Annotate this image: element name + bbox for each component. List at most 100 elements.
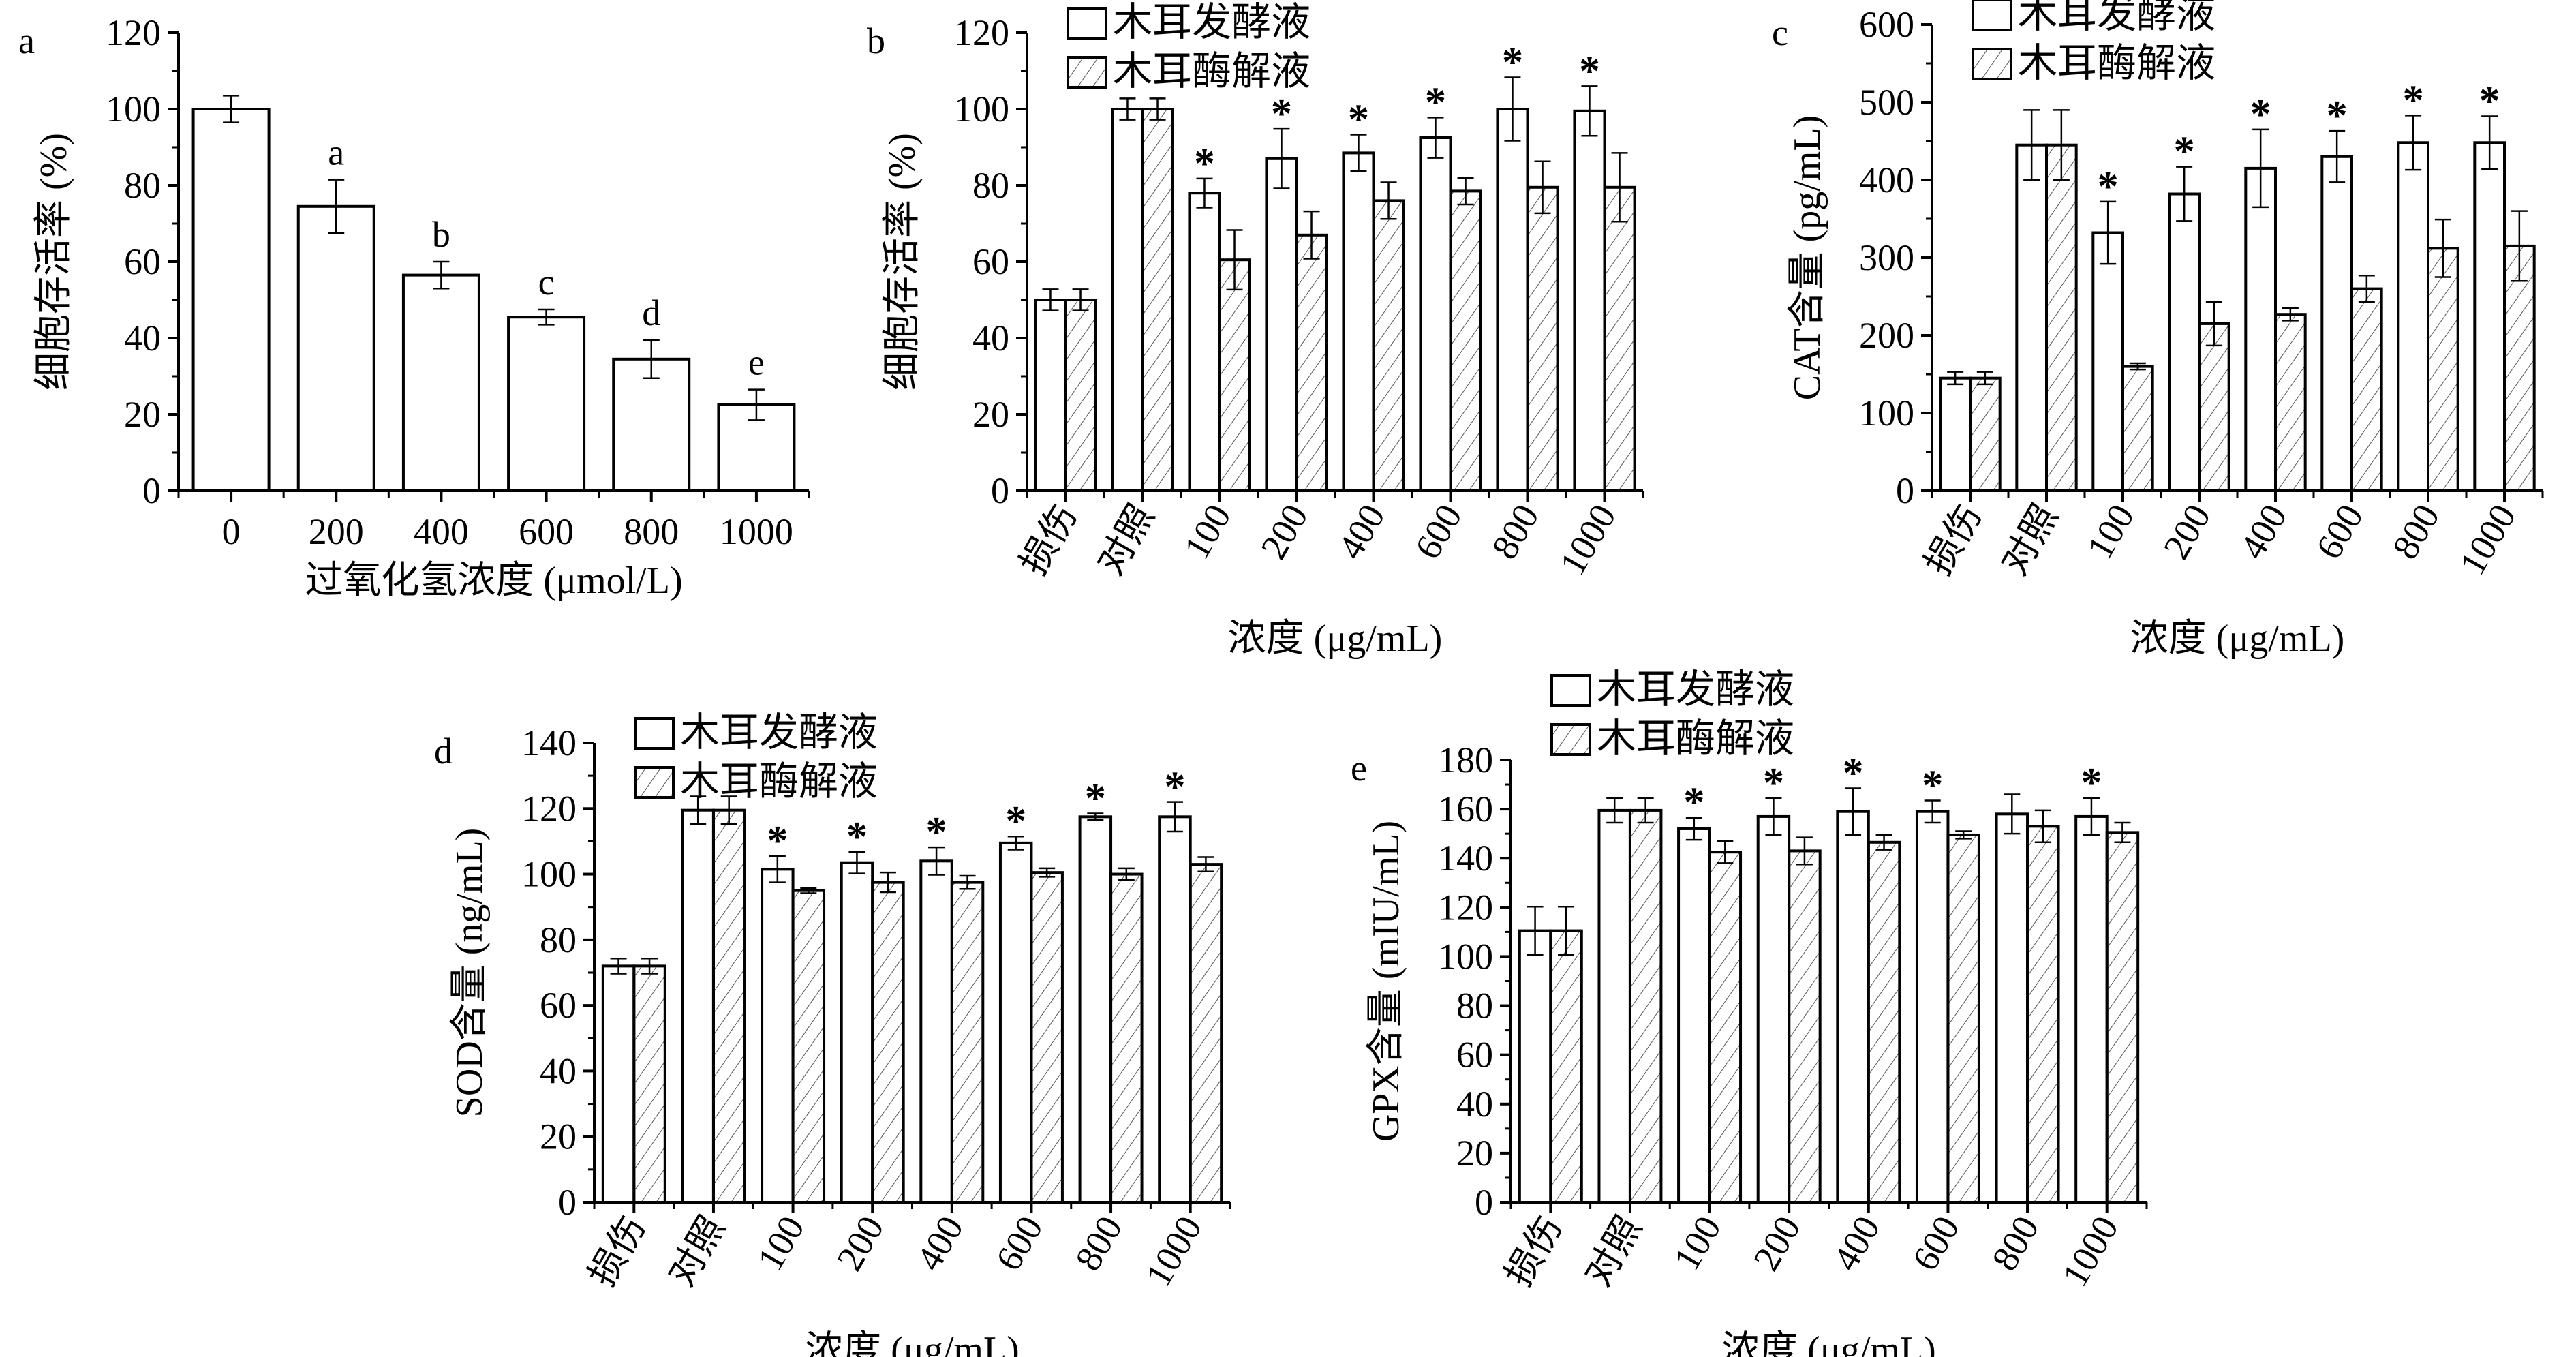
x-tick-label: 800 [624, 511, 679, 552]
bar-c-s0-1 [2015, 143, 2049, 492]
bar-c-s0-5 [2320, 155, 2354, 493]
significance-annotation: * [2098, 164, 2119, 210]
legend-label: 木耳发酵液 [680, 710, 878, 754]
legend-item: 木耳酶解液 [1067, 49, 1310, 93]
bar-b-s1-4 [1372, 199, 1405, 492]
legend-swatch [1067, 7, 1107, 40]
bar-c-s1-5 [2350, 287, 2383, 492]
y-tick-label: 0 [558, 1182, 577, 1223]
significance-annotation: * [2081, 760, 2102, 806]
significance-annotation: * [926, 809, 947, 855]
y-tick-label: 120 [1438, 887, 1493, 928]
bar-b-s1-0 [1064, 299, 1097, 492]
y-tick-label: 60 [1456, 1035, 1493, 1076]
x-tick-label: 1000 [2054, 1209, 2126, 1294]
bar-d-s1-5 [1030, 871, 1064, 1204]
bar-c-s0-7 [2473, 141, 2506, 492]
y-tick-label: 20 [972, 394, 1009, 435]
legend-label: 木耳酶解液 [1113, 49, 1310, 93]
x-tick-label: 800 [1484, 498, 1546, 566]
bar-d-s0-2 [761, 868, 795, 1204]
x-tick-label: 200 [309, 511, 364, 552]
legend-swatch [1550, 674, 1591, 707]
y-tick-label: 200 [1859, 315, 1914, 356]
y-tick-label: 140 [521, 722, 577, 763]
significance-annotation: * [2174, 129, 2195, 175]
y-axis-label: 细胞存活率 (%) [881, 133, 923, 391]
bar-d-s1-1 [711, 808, 746, 1204]
x-tick-label: 损伤 [581, 1209, 654, 1294]
significance-annotation: * [1164, 764, 1185, 810]
legend-label: 木耳酶解液 [1597, 716, 1794, 761]
y-tick-label: 160 [1438, 789, 1493, 829]
y-tick-label: 40 [972, 318, 1009, 359]
bar-e-s0-2 [1677, 827, 1711, 1204]
significance-annotation: * [2250, 91, 2271, 138]
significance-annotation: * [2327, 93, 2348, 139]
bar-b-s1-7 [1603, 185, 1636, 492]
significance-annotation: * [2403, 77, 2424, 123]
panel-e: e 0 20 40 60 80 100 120 140 160 180 * * * * * 损伤 对照 100 200… [1351, 667, 2148, 1357]
x-tick-label: 400 [414, 511, 469, 552]
bar-b-s1-5 [1449, 189, 1482, 492]
bar-d-s0-0 [601, 964, 636, 1204]
bar-e-s0-3 [1756, 814, 1791, 1204]
y-tick-label: 120 [954, 12, 1009, 53]
x-tick-label: 200 [2156, 498, 2218, 566]
bar-d-s0-7 [1158, 815, 1192, 1204]
legend-label: 木耳发酵液 [2018, 0, 2215, 36]
x-tick-label: 对照 [1090, 498, 1162, 582]
bar-c-s1-1 [2045, 143, 2078, 492]
significance-annotation: * [1194, 140, 1215, 187]
bar-b-s0-2 [1188, 192, 1221, 492]
bar-e-s1-2 [1708, 851, 1743, 1204]
y-tick-label: 140 [1438, 838, 1493, 879]
panel-letter: a [18, 20, 35, 61]
bar-b-s1-6 [1526, 185, 1559, 492]
y-tick-label: 100 [106, 89, 161, 129]
x-tick-label: 600 [987, 1209, 1050, 1277]
x-tick-label: 800 [2385, 498, 2447, 566]
bar-d-s0-1 [681, 808, 715, 1204]
x-tick-label: 损伤 [1498, 1209, 1570, 1294]
significance-annotation: * [1425, 79, 1446, 125]
x-axis-label: 浓度 (μg/mL) [805, 1329, 1019, 1357]
bar-c-s1-0 [1969, 376, 2002, 493]
legend-swatch [1550, 723, 1591, 756]
legend-item: 木耳酶解液 [1550, 716, 1794, 761]
y-tick-label: 180 [1438, 740, 1493, 780]
x-tick-label: 400 [908, 1209, 971, 1277]
bar-b-s0-0 [1034, 299, 1067, 492]
x-tick-label: 损伤 [1013, 498, 1085, 582]
bar-b-s1-2 [1218, 258, 1251, 492]
bar-a-s0-3 [507, 316, 586, 493]
y-tick-label: 100 [1859, 393, 1914, 433]
y-tick-label: 40 [124, 318, 161, 359]
significance-annotation: * [1922, 762, 1943, 808]
significance-annotation: * [767, 818, 788, 864]
x-tick-label: 400 [2232, 498, 2295, 566]
significance-annotation: * [1843, 750, 1864, 796]
bar-e-s1-1 [1628, 808, 1663, 1204]
x-tick-label: 100 [1176, 498, 1238, 566]
bar-d-s0-5 [998, 841, 1033, 1204]
y-tick-label: 40 [1456, 1084, 1493, 1125]
y-axis-label: SOD含量 (ng/mL) [448, 828, 491, 1118]
legend-swatch [634, 717, 675, 750]
y-axis-label: CAT含量 (pg/mL) [1786, 115, 1828, 400]
y-tick-label: 0 [1475, 1182, 1493, 1223]
y-tick-label: 80 [124, 165, 161, 206]
panel-d: d 0 20 40 60 80 100 120 140 * * * * * * 损伤 对照 100 200 400 60… [434, 710, 1231, 1357]
panel-letter: e [1351, 748, 1367, 789]
y-tick-label: 20 [124, 394, 161, 435]
y-tick-label: 40 [540, 1050, 577, 1091]
x-tick-label: 1000 [1552, 498, 1624, 582]
x-tick-label: 对照 [660, 1209, 733, 1294]
bar-e-s0-6 [1995, 812, 2029, 1204]
significance-annotation: a [328, 132, 344, 173]
bar-e-s0-5 [1915, 810, 1950, 1204]
y-tick-label: 20 [540, 1116, 577, 1157]
bar-b-s0-7 [1573, 109, 1606, 493]
significance-annotation: * [1683, 780, 1704, 826]
bar-c-s0-4 [2244, 166, 2278, 492]
